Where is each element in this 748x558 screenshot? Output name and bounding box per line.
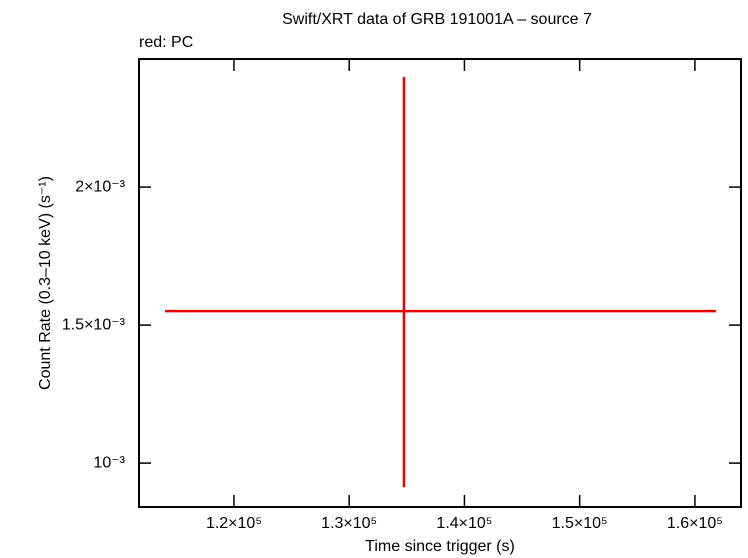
- x-tick-label: 1.3×10⁵: [321, 515, 377, 532]
- y-tick-label: 1.5×10⁻³: [62, 316, 126, 333]
- y-axis-label: Count Rate (0.3–10 keV) (s⁻¹): [37, 176, 54, 390]
- y-tick-label: 2×10⁻³: [75, 178, 125, 195]
- x-tick-label: 1.4×10⁵: [436, 515, 492, 532]
- chart-title: Swift/XRT data of GRB 191001A – source 7: [282, 11, 592, 28]
- x-axis-label: Time since trigger (s): [365, 538, 515, 555]
- x-tick-label: 1.6×10⁵: [667, 515, 723, 532]
- chart-subtitle: red: PC: [139, 34, 193, 51]
- plot-frame: [138, 58, 742, 508]
- y-tick-label: 10⁻³: [93, 454, 125, 471]
- x-tick-label: 1.2×10⁵: [206, 515, 262, 532]
- x-tick-label: 1.5×10⁵: [552, 515, 608, 532]
